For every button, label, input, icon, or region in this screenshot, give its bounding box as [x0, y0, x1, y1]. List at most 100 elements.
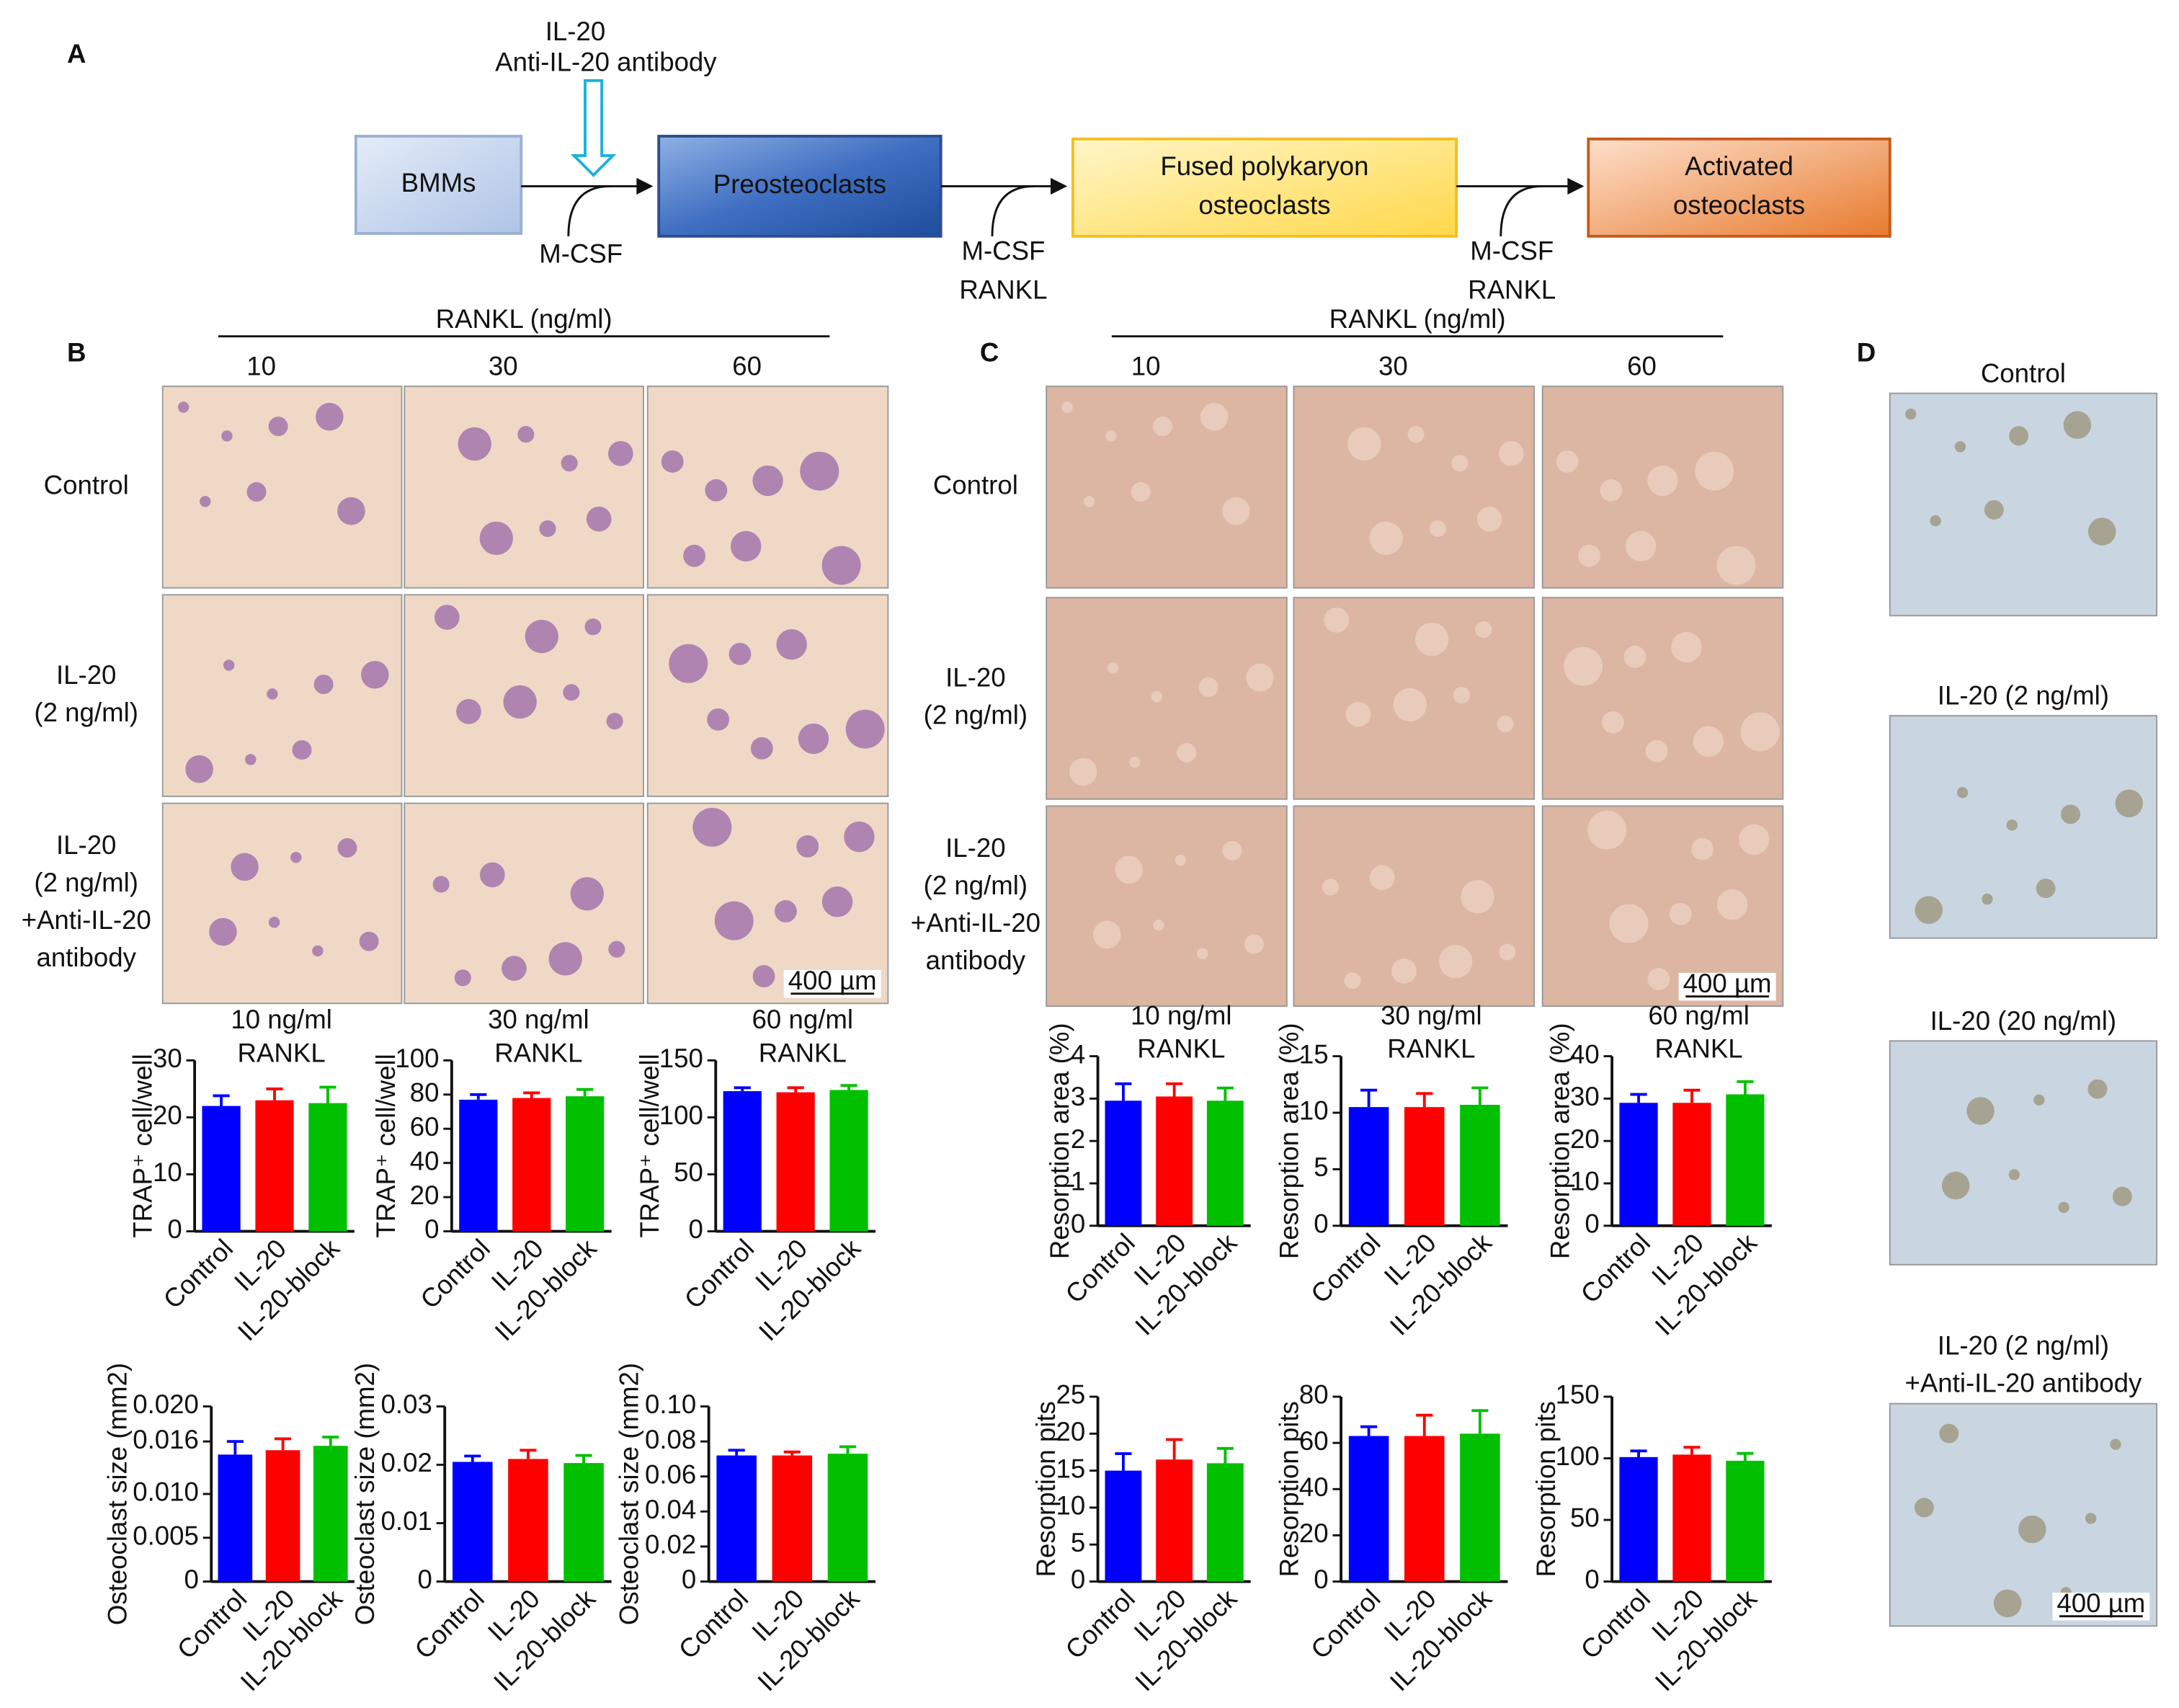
error-bar	[575, 1454, 592, 1464]
row-label: Control	[933, 471, 1018, 500]
arrow-head	[1567, 177, 1585, 195]
texture	[845, 709, 885, 749]
texture	[1475, 621, 1492, 639]
error-bar	[1630, 1093, 1647, 1103]
texture	[2018, 1515, 2046, 1544]
texture	[2006, 819, 2018, 831]
bar	[772, 1455, 813, 1582]
texture	[1407, 426, 1425, 443]
texture	[728, 643, 752, 665]
stage-label: osteoclasts	[1673, 190, 1805, 220]
texture	[1930, 515, 1941, 527]
micrograph	[1889, 1040, 2157, 1266]
x-tick-label: Control	[1575, 1583, 1656, 1664]
texture	[1344, 972, 1361, 989]
texture	[1984, 500, 2004, 520]
y-tick-label: 100	[395, 1044, 439, 1073]
y-tick-label: 5	[1071, 1528, 1085, 1557]
texture	[1244, 934, 1264, 954]
texture	[1982, 893, 1993, 905]
y-tick-label: 0	[1071, 1565, 1085, 1594]
texture	[1956, 787, 1969, 799]
y-tick-label: 0	[689, 1214, 703, 1244]
error-bar	[1416, 1413, 1433, 1436]
y-axis-label: TRAP⁺ cell/well	[371, 1054, 401, 1237]
panel-label: D	[1857, 337, 1876, 367]
texture	[1196, 948, 1208, 959]
texture	[2058, 1201, 2069, 1214]
y-tick-label: 0.016	[133, 1425, 199, 1454]
treatment: IL-20	[545, 17, 605, 46]
texture	[1153, 417, 1173, 437]
bar	[265, 1450, 300, 1582]
texture	[209, 917, 237, 946]
column-label: 60	[732, 352, 762, 381]
header: RANKL (ng/ml)	[436, 304, 612, 334]
texture	[2036, 879, 2056, 899]
texture	[2009, 426, 2029, 446]
y-tick-label: 40	[1570, 1039, 1600, 1069]
inflow-curve	[991, 184, 1034, 236]
texture	[1716, 889, 1748, 920]
y-tick-label: 10	[153, 1157, 182, 1187]
stage-label: Fused polykaryon	[1160, 151, 1368, 181]
texture	[1904, 408, 1917, 420]
y-tick-label: 10	[1570, 1167, 1600, 1196]
treatment: Anti-IL-20 antibody	[495, 47, 717, 76]
y-tick-label: 0	[167, 1214, 182, 1244]
texture	[1153, 919, 1164, 931]
step-label: RANKL	[959, 275, 1047, 305]
chart-title: RANKL	[759, 1038, 847, 1067]
texture	[1324, 607, 1350, 633]
texture	[2110, 1438, 2121, 1450]
y-tick-label: 0.03	[381, 1389, 432, 1419]
texture	[177, 401, 190, 413]
texture	[776, 628, 807, 660]
bar	[1348, 1107, 1389, 1226]
texture	[223, 659, 235, 671]
y-axis-label: Resorption pits	[1274, 1401, 1304, 1577]
y-tick-label: 0	[184, 1565, 199, 1594]
bar	[723, 1091, 762, 1232]
texture	[607, 440, 633, 466]
bar	[1206, 1463, 1244, 1582]
bar	[1348, 1436, 1389, 1582]
texture	[661, 450, 684, 473]
bar	[1105, 1100, 1142, 1226]
y-tick-label: 5	[1314, 1152, 1328, 1182]
row-label: (2 ng/ml)	[34, 698, 138, 727]
y-tick-label: 100	[659, 1100, 703, 1130]
texture	[2033, 1094, 2045, 1106]
texture	[1069, 757, 1097, 786]
error-bar	[1360, 1088, 1378, 1108]
y-tick-label: 40	[410, 1146, 440, 1175]
scale-bar-label: 400 µm	[788, 966, 877, 995]
bar	[1726, 1460, 1765, 1582]
chart-title: RANKL	[1137, 1034, 1225, 1064]
y-tick-label: 80	[1299, 1380, 1329, 1410]
bar	[218, 1454, 253, 1582]
texture	[1602, 711, 1624, 734]
bar	[1619, 1103, 1658, 1226]
error-bar	[226, 1440, 244, 1455]
texture	[752, 965, 775, 988]
y-tick-label: 0.02	[381, 1448, 432, 1477]
y-tick-label: 0	[424, 1214, 439, 1244]
stage-box	[354, 135, 523, 235]
row-label: IL-20 (20 ng/ml)	[1930, 1006, 2117, 1036]
y-tick-label: 20	[410, 1180, 440, 1210]
error-bar	[523, 1091, 540, 1098]
y-tick-label: 100	[1556, 1441, 1600, 1471]
bar	[1619, 1456, 1658, 1582]
texture	[800, 451, 839, 491]
texture	[525, 619, 558, 654]
texture	[1451, 455, 1469, 472]
row-label: IL-20	[56, 830, 116, 860]
bar	[1105, 1470, 1142, 1582]
texture	[1391, 958, 1417, 984]
error-bar	[840, 1084, 857, 1090]
y-tick-label: 150	[659, 1044, 703, 1073]
texture	[1200, 403, 1229, 431]
texture	[2008, 1169, 2020, 1180]
